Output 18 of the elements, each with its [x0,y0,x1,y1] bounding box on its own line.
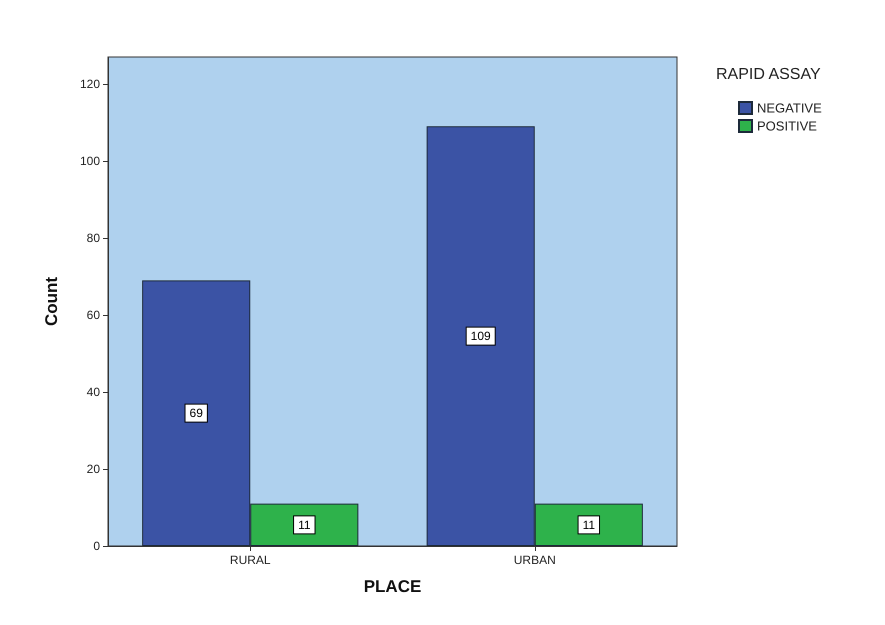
data-label: 69 [190,406,204,420]
y-tick-label: 100 [80,154,100,168]
y-tick-label: 40 [86,384,100,399]
data-label: 109 [470,329,492,344]
x-tick-label: URBAN [514,553,556,567]
y-tick-label: 80 [86,230,100,245]
x-tick-label: RURAL [230,553,271,567]
legend-label: NEGATIVE [757,100,822,116]
legend-title: RAPID ASSAY [716,66,821,84]
y-tick-label: 120 [80,76,100,91]
x-axis-title: PLACE [364,577,422,596]
data-label: 11 [582,518,596,532]
y-tick-label: 0 [93,539,100,553]
y-axis-title: Count [42,276,61,326]
y-tick-label: 60 [86,308,100,322]
y-tick-label: 20 [86,462,100,476]
legend-label: POSITIVE [757,118,818,134]
data-label: 11 [298,518,311,532]
